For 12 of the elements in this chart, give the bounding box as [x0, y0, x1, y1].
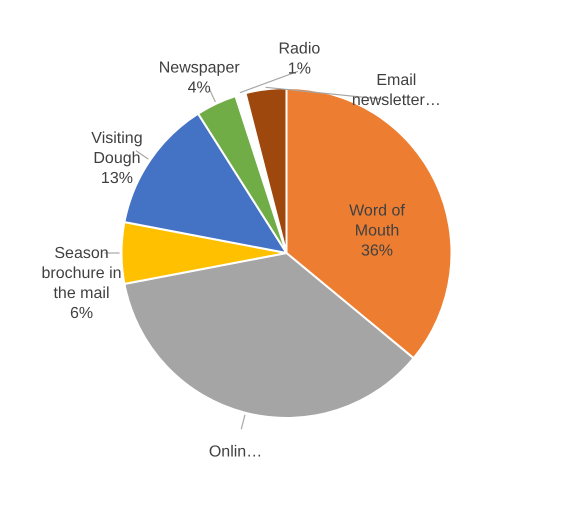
- data-label: 6%: [70, 305, 94, 322]
- data-label: 4%: [188, 80, 211, 97]
- slice-label: Radio: [278, 40, 320, 58]
- slice-label: Newspaper: [158, 60, 240, 77]
- slice-label: Season brochure in the mail: [41, 245, 122, 302]
- data-label: 36%: [360, 242, 393, 260]
- data-label: 13%: [100, 170, 133, 187]
- slice-label: Email newsletter…: [352, 72, 441, 109]
- slice-label: Word of Mouth: [349, 202, 406, 240]
- slice-label: Visiting Dough: [91, 130, 143, 167]
- slice-label: Onlin…: [208, 444, 262, 461]
- data-label: 1%: [288, 60, 311, 78]
